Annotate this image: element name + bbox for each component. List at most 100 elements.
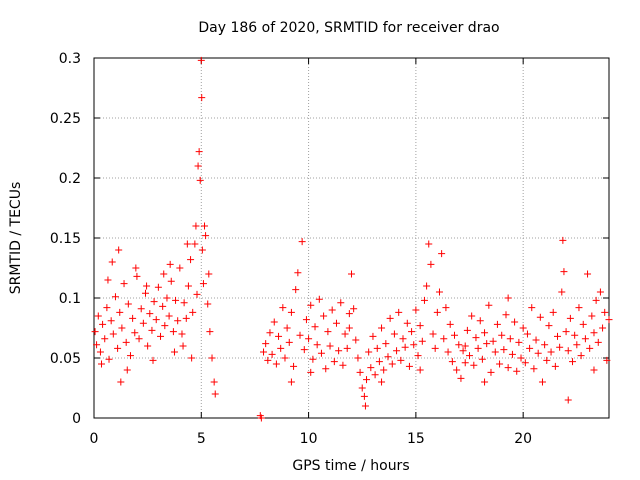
y-tick-label: 0.2: [59, 171, 81, 187]
data-point: [114, 344, 122, 352]
data-point: [135, 335, 143, 343]
data-point: [440, 335, 448, 343]
data-point: [103, 304, 111, 312]
data-point: [350, 305, 358, 313]
data-point: [562, 328, 570, 336]
data-point: [320, 312, 328, 320]
data-point: [584, 270, 592, 278]
data-point: [275, 332, 283, 340]
data-point: [451, 331, 458, 339]
data-point: [163, 294, 171, 302]
data-point: [363, 376, 371, 384]
data-point: [157, 332, 165, 340]
data-point: [564, 396, 572, 404]
data-point: [307, 301, 315, 309]
data-point: [266, 329, 274, 337]
data-point: [489, 337, 497, 345]
data-point: [337, 299, 345, 307]
data-point: [115, 246, 123, 254]
data-point: [343, 344, 351, 352]
data-point: [154, 283, 162, 291]
data-point: [461, 359, 469, 367]
chart-title: Day 186 of 2020, SRMTID for receiver dra…: [198, 20, 499, 36]
data-point: [305, 335, 313, 343]
data-point: [511, 318, 519, 326]
data-point: [586, 344, 594, 352]
data-point: [592, 296, 600, 304]
data-point: [118, 324, 126, 332]
data-point: [558, 288, 566, 296]
data-point: [545, 322, 553, 330]
data-point: [285, 338, 293, 346]
data-point: [300, 346, 308, 354]
data-point: [444, 348, 452, 356]
data-point: [194, 162, 202, 170]
data-point: [442, 304, 450, 312]
data-point: [367, 364, 375, 372]
plot-frame: [93, 57, 610, 419]
data-point: [476, 317, 484, 325]
data-point: [339, 361, 347, 369]
data-point: [270, 318, 278, 326]
data-point: [144, 342, 152, 350]
data-point: [596, 288, 604, 296]
data-point: [375, 358, 383, 366]
grid: [94, 58, 609, 418]
data-point: [260, 348, 268, 356]
data-point: [388, 360, 396, 368]
data-point: [358, 384, 366, 392]
data-point: [287, 378, 295, 386]
data-point: [378, 378, 386, 386]
data-point: [148, 326, 156, 334]
data-point: [96, 348, 104, 356]
data-point: [179, 342, 187, 350]
data-point: [390, 330, 398, 338]
data-point: [459, 347, 467, 355]
data-point: [412, 306, 420, 314]
x-tick-label: 10: [300, 431, 318, 447]
data-point: [577, 352, 585, 360]
data-point: [193, 290, 201, 298]
data-point: [551, 362, 559, 370]
data-point: [332, 319, 340, 327]
data-point: [170, 348, 178, 356]
data-point: [279, 304, 287, 312]
data-point: [532, 336, 540, 344]
data-point: [371, 371, 379, 379]
data-point: [108, 258, 116, 266]
data-point: [111, 293, 119, 301]
data-point: [183, 240, 191, 248]
data-point: [313, 341, 321, 349]
data-point: [132, 264, 140, 272]
data-point: [311, 323, 319, 331]
data-point: [401, 343, 409, 351]
axis-ticks: 0 5 10 15 20 0 0.05 0.1 0.15 0.2 0.25 0.3: [50, 51, 609, 447]
y-axis-label: SRMTID / TECUs: [8, 182, 24, 295]
data-point: [378, 324, 386, 332]
data-point: [176, 264, 184, 272]
data-point: [356, 368, 364, 376]
data-point: [521, 359, 529, 367]
data-point: [590, 366, 598, 374]
data-point: [345, 310, 353, 318]
data-point: [455, 341, 463, 349]
data-point: [307, 368, 315, 376]
data-point: [405, 362, 413, 370]
data-point: [149, 356, 157, 364]
data-point: [122, 338, 130, 346]
data-point: [504, 364, 512, 372]
data-point: [504, 294, 512, 302]
data-point: [137, 305, 145, 313]
data-point: [124, 300, 132, 308]
data-point: [268, 350, 276, 358]
x-tick-label: 15: [407, 431, 425, 447]
data-point: [348, 270, 355, 278]
data-point: [549, 308, 557, 316]
data-point: [201, 222, 209, 230]
data-point: [192, 222, 200, 230]
data-point: [298, 238, 306, 246]
data-point: [129, 314, 137, 322]
data-point: [354, 354, 362, 362]
data-point: [483, 340, 491, 348]
data-point: [566, 314, 574, 322]
